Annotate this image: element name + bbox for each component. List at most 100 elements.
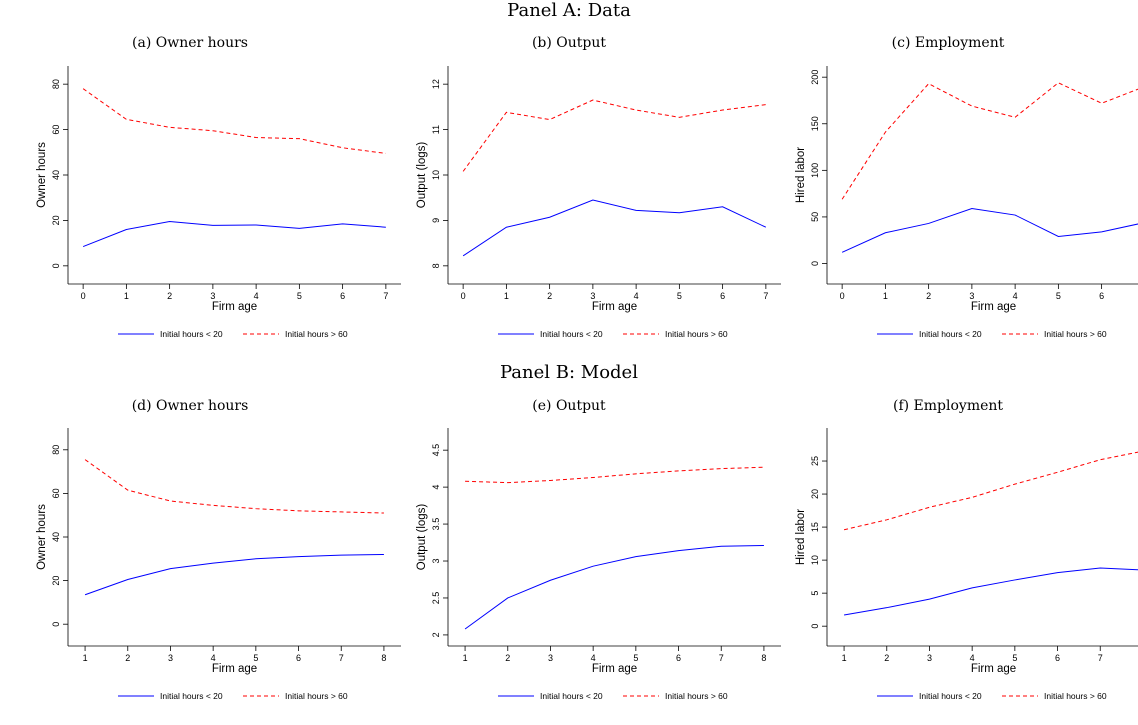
x-tick-label: 3 — [548, 653, 553, 663]
x-tick-label: 4 — [1013, 291, 1018, 301]
y-tick-label: 2 — [431, 632, 441, 637]
legend-label: Initial hours > 60 — [285, 691, 348, 701]
x-tick-label: 7 — [383, 291, 388, 301]
y-tick-label: 50 — [810, 212, 820, 222]
x-tick-label: 4 — [211, 653, 216, 663]
legend-label: Initial hours < 20 — [919, 329, 982, 339]
x-tick-label: 6 — [1099, 291, 1104, 301]
x-tick-label: 2 — [505, 653, 510, 663]
y-axis-title: Hired labor — [795, 147, 807, 203]
x-axis-title: Firm age — [592, 301, 637, 313]
series-line-low-hours — [462, 199, 767, 257]
y-tick-label: 0 — [51, 263, 61, 268]
y-tick-label: 200 — [810, 70, 820, 85]
x-tick-label: 6 — [340, 291, 345, 301]
legend-label: Initial hours > 60 — [285, 329, 348, 339]
x-tick-label: 8 — [381, 653, 386, 663]
y-tick-label: 8 — [431, 263, 441, 268]
y-axis-title: Owner hours — [36, 504, 48, 570]
legend-label: Initial hours < 20 — [540, 329, 603, 339]
x-tick-label: 6 — [1055, 653, 1060, 663]
series-line-high-hours — [84, 459, 384, 514]
y-tick-label: 0 — [51, 622, 61, 627]
x-tick-label: 3 — [969, 291, 974, 301]
x-tick-label: 6 — [296, 653, 301, 663]
x-tick-label: 6 — [720, 291, 725, 301]
series-line-low-hours — [841, 208, 1138, 253]
x-tick-label: 7 — [719, 653, 724, 663]
x-tick-label: 2 — [125, 653, 130, 663]
x-tick-label: 5 — [1012, 653, 1017, 663]
x-tick-label: 4 — [254, 291, 259, 301]
panel-a-title: Panel A: Data — [507, 0, 631, 21]
y-tick-label: 20 — [51, 576, 61, 586]
legend-label: Initial hours > 60 — [1044, 691, 1107, 701]
x-tick-label: 1 — [842, 653, 847, 663]
series-line-high-hours — [82, 88, 386, 154]
x-tick-label: 2 — [884, 653, 889, 663]
x-tick-label: 5 — [677, 291, 682, 301]
y-tick-label: 11 — [431, 125, 441, 134]
y-axis-title: Owner hours — [36, 142, 48, 208]
y-tick-label: 80 — [51, 445, 61, 455]
panel-b-title: Panel B: Model — [500, 362, 638, 383]
series-line-high-hours — [843, 451, 1138, 531]
y-tick-label: 25 — [810, 456, 820, 466]
x-tick-label: 7 — [763, 291, 768, 301]
y-tick-label: 4.5 — [431, 444, 441, 457]
chart-a-title: (a) Owner hours — [132, 35, 248, 51]
x-axis-title: Firm age — [971, 301, 1016, 313]
x-tick-label: 8 — [761, 653, 766, 663]
legend-label: Initial hours > 60 — [665, 691, 728, 701]
chart-owner-hours-model: 0 20 40 60 80 1 2 3 4 5 6 7 8 Firm age Owner hours Init… — [36, 428, 401, 701]
y-tick-label: 80 — [51, 79, 61, 89]
x-tick-label: 2 — [547, 291, 552, 301]
x-axis-title: Firm age — [212, 301, 257, 313]
legend-label: Initial hours > 60 — [1044, 329, 1107, 339]
y-tick-label: 20 — [810, 489, 820, 499]
y-tick-label: 60 — [51, 488, 61, 498]
legend-label: Initial hours < 20 — [160, 691, 223, 701]
y-tick-label: 12 — [431, 79, 441, 89]
y-tick-label: 2.5 — [431, 592, 441, 605]
series-line-low-hours — [82, 221, 386, 247]
x-tick-label: 5 — [633, 653, 638, 663]
legend-label: Initial hours > 60 — [665, 329, 728, 339]
legend-label: Initial hours < 20 — [919, 691, 982, 701]
x-tick-label: 4 — [591, 653, 596, 663]
x-tick-label: 3 — [210, 291, 215, 301]
chart-f-title: (f) Employment — [892, 398, 1004, 414]
chart-b-title: (b) Output — [531, 35, 607, 51]
x-tick-label: 3 — [168, 653, 173, 663]
x-tick-label: 1 — [83, 653, 88, 663]
x-tick-label: 4 — [634, 291, 639, 301]
y-tick-label: 40 — [51, 532, 61, 542]
y-tick-label: 4 — [431, 485, 441, 490]
chart-owner-hours-data: 0 20 40 60 80 0 1 2 3 4 5 6 7 Firm age Owner hours Init… — [36, 66, 401, 339]
x-tick-label: 5 — [253, 653, 258, 663]
series-line-low-hours — [464, 545, 764, 630]
x-tick-label: 1 — [463, 653, 468, 663]
y-tick-label: 10 — [810, 555, 820, 565]
y-axis-title: Output (logs) — [416, 504, 428, 571]
y-tick-label: 3.5 — [431, 518, 441, 531]
y-tick-label: 3 — [431, 559, 441, 564]
y-tick-label: 20 — [51, 215, 61, 225]
x-axis-title: Firm age — [212, 663, 257, 675]
x-tick-label: 3 — [590, 291, 595, 301]
y-tick-label: 100 — [810, 163, 820, 178]
chart-output-model: 2 2.5 3 3.5 4 4.5 1 2 3 4 5 6 7 8 Firm age Output (logs… — [416, 428, 781, 701]
x-tick-label: 0 — [840, 291, 845, 301]
x-tick-label: 5 — [297, 291, 302, 301]
y-axis-title: Hired labor — [795, 509, 807, 565]
series-line-low-hours — [843, 567, 1138, 616]
legend-label: Initial hours < 20 — [160, 329, 223, 339]
x-tick-label: 3 — [927, 653, 932, 663]
x-tick-label: 1 — [124, 291, 129, 301]
x-tick-label: 2 — [926, 291, 931, 301]
x-tick-label: 4 — [970, 653, 975, 663]
x-tick-label: 7 — [1098, 653, 1103, 663]
